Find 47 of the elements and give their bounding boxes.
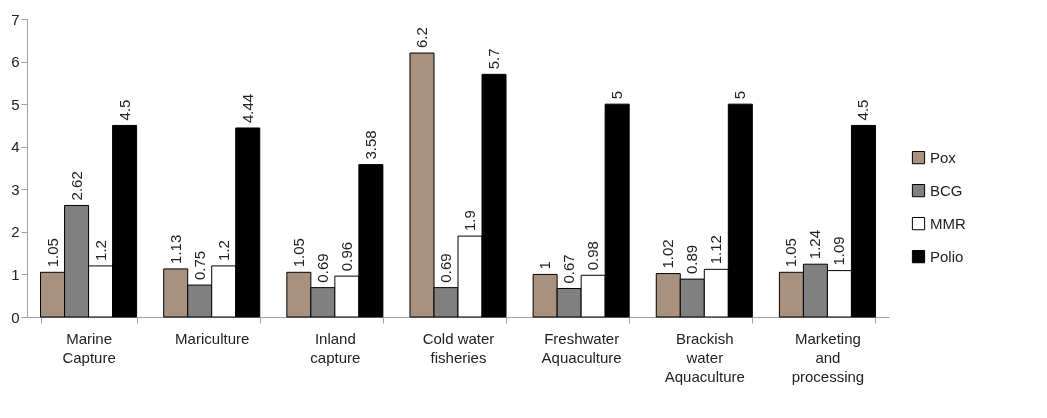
data-label: 1 [536,261,554,270]
data-label: 1.9 [461,210,479,232]
data-label: 4.5 [854,99,872,121]
x-tick-label: Brackish water Aquaculture [664,329,745,385]
y-tick-label: 3 [11,180,20,198]
legend-label: Pox [930,148,957,166]
data-label: 1.05 [43,238,61,268]
data-label: 1.13 [166,234,184,264]
y-tick-label: 1 [11,265,20,283]
data-label: 1.02 [659,239,677,269]
x-tick-label: Freshwater Aquaculture [541,329,622,366]
data-label: 0.96 [337,241,355,272]
data-label: 1.24 [806,230,824,260]
data-label: 0.67 [560,254,578,284]
y-tick-label: 7 [11,10,20,28]
legend-label: MMR [930,214,966,232]
data-label: 2.62 [67,171,85,201]
y-tick-label: 6 [11,53,20,71]
data-label: 1.05 [289,238,307,268]
data-label: 0.69 [313,253,331,283]
data-label: 1.09 [830,236,848,266]
x-tick-label: Mariculture [175,329,250,347]
data-label: 5.7 [485,48,503,70]
data-label: 1.2 [214,240,232,261]
y-tick-label: 0 [11,308,20,326]
data-label: 5 [608,90,626,100]
y-tick-label: 5 [11,95,20,113]
x-tick-label: Marine Capture [62,329,116,366]
data-label: 4.5 [115,99,133,121]
data-label: 1.12 [707,235,725,265]
legend-label: Polio [930,247,964,265]
data-label: 5 [731,90,749,100]
data-label: 1.2 [91,240,109,261]
data-label: 6.2 [412,27,430,49]
y-tick-label: 4 [11,138,20,156]
x-tick-label: Inland capture [310,329,361,366]
x-tick-label: Cold water fisheries [422,329,495,366]
legend-label: BCG [930,181,963,199]
x-tick-label: Marketing and processing [791,329,865,385]
data-label: 0.75 [190,250,208,281]
data-label: 1.05 [782,238,800,268]
data-label: 0.69 [436,253,454,283]
data-label: 4.44 [238,93,256,123]
data-label: 0.89 [683,244,701,275]
y-tick-label: 2 [11,223,20,241]
data-label: 0.98 [584,241,602,271]
data-label: 3.58 [361,130,379,160]
